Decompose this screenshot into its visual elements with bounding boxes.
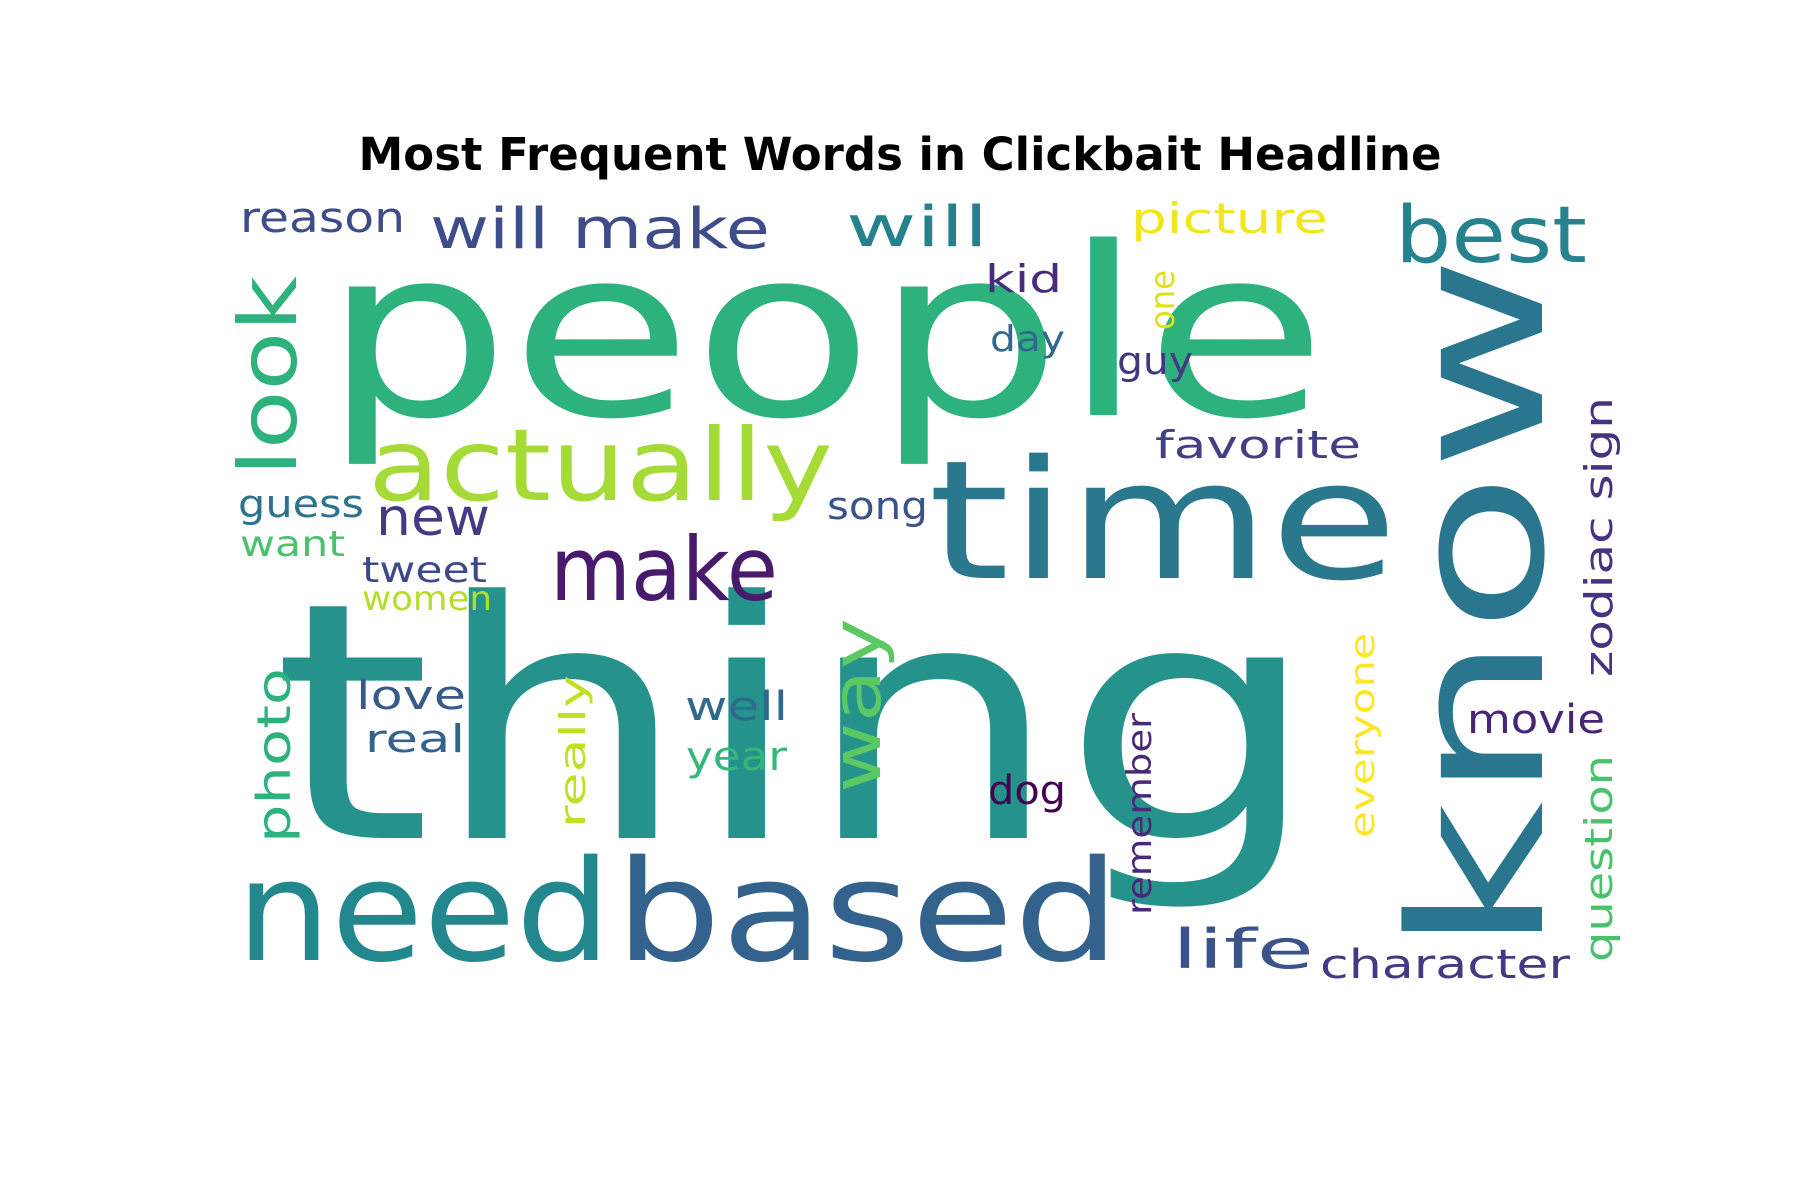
word-know: know: [1370, 255, 1586, 955]
word-based: based: [615, 831, 1120, 994]
word-kid: kid: [985, 257, 1062, 301]
word-year: year: [686, 734, 788, 780]
word-movie: movie: [1467, 697, 1605, 743]
word-need: need: [236, 831, 611, 994]
word-life: life: [1172, 918, 1314, 981]
word-zodiac-sign: zodiac sign: [1577, 397, 1621, 677]
word-one: one: [1143, 270, 1183, 330]
word-make: make: [550, 518, 778, 621]
word-picture: picture: [1131, 194, 1328, 243]
word-really: really: [553, 675, 594, 828]
word-favorite: favorite: [1155, 423, 1361, 467]
word-real: real: [365, 717, 465, 761]
word-reason: reason: [240, 193, 405, 242]
word-tweet: tweet: [362, 550, 487, 591]
word-look: look: [222, 275, 315, 476]
word-guy: guy: [1117, 339, 1193, 383]
word-photo: photo: [247, 668, 301, 843]
word-day: day: [990, 319, 1065, 360]
word-well: well: [685, 684, 788, 730]
word-guess: guess: [238, 482, 364, 526]
word-everyone: everyone: [1343, 633, 1383, 838]
word-question: question: [1577, 755, 1621, 962]
word-women: women: [362, 579, 492, 619]
word-want: want: [240, 524, 345, 565]
word-song: song: [827, 484, 928, 528]
word-will-make: will make: [430, 197, 770, 262]
word-way: way: [818, 618, 897, 793]
word-actually: actually: [368, 407, 833, 524]
word-love: love: [356, 673, 466, 719]
word-new: new: [376, 488, 490, 548]
word-character: character: [1320, 942, 1571, 988]
word-thing: thing: [272, 532, 1320, 916]
word-best: best: [1395, 191, 1587, 281]
word-will: will: [846, 195, 988, 260]
word-people: people: [322, 198, 1327, 471]
word-remember: remember: [1120, 713, 1160, 915]
word-dog: dog: [988, 768, 1066, 814]
word-time: time: [928, 425, 1398, 617]
chart-title: Most Frequent Words in Clickbait Headlin…: [358, 128, 1442, 181]
